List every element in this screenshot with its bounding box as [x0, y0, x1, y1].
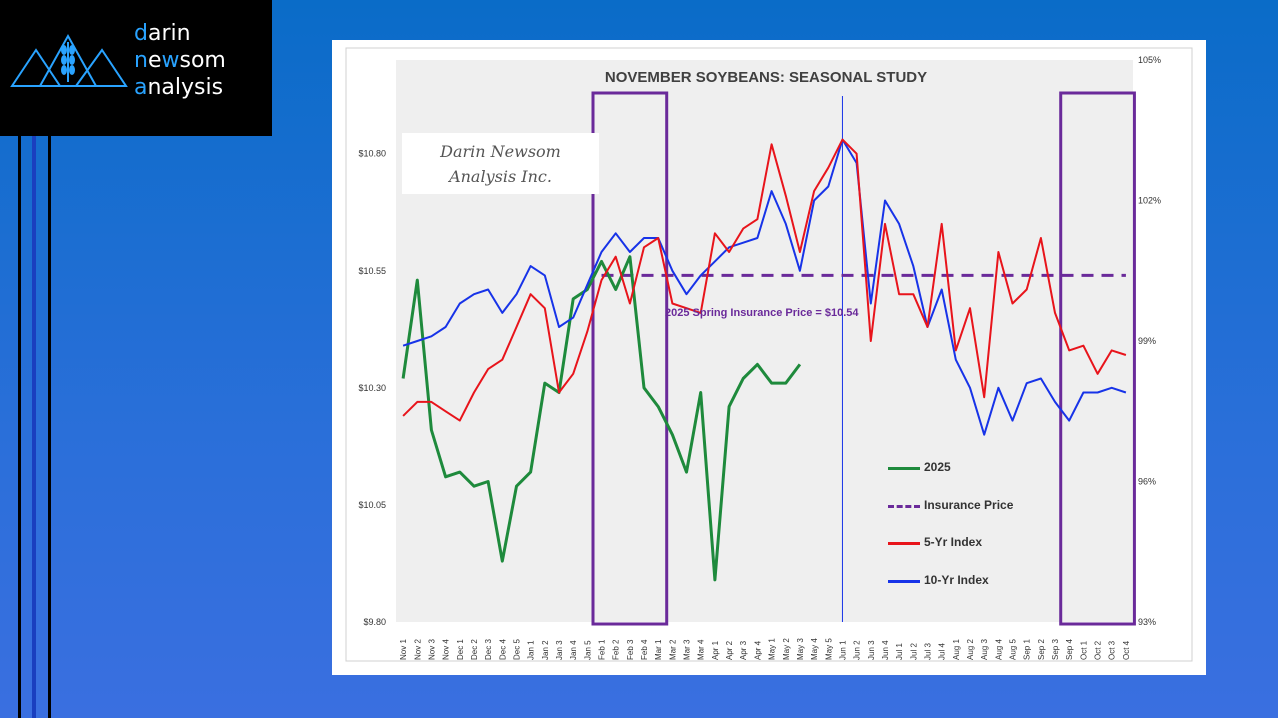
x-tick: Nov 2 — [413, 639, 422, 660]
x-tick: May 2 — [782, 638, 791, 660]
x-tick: Aug 4 — [994, 639, 1003, 660]
x-tick: Oct 3 — [1108, 640, 1117, 660]
x-tick: Feb 1 — [598, 639, 607, 660]
x-tick: Sep 4 — [1065, 639, 1074, 660]
x-tick: Dec 3 — [484, 639, 493, 660]
x-tick: Dec 4 — [498, 639, 507, 660]
x-tick: May 5 — [824, 638, 833, 660]
x-tick: Apr 3 — [739, 640, 748, 660]
chart-card: NOVEMBER SOYBEANS: SEASONAL STUDY $10.80… — [332, 40, 1206, 675]
logo: darin newsom analysis — [0, 0, 272, 136]
highlight-box — [1059, 91, 1136, 626]
x-tick: Jun 2 — [853, 640, 862, 660]
x-tick: Nov 3 — [427, 639, 436, 660]
series-line-10-yr-index — [402, 138, 1127, 436]
x-tick: Dec 5 — [512, 639, 521, 660]
x-tick: Aug 3 — [980, 639, 989, 660]
x-tick: Aug 1 — [952, 639, 961, 660]
x-tick: Jan 1 — [527, 640, 536, 660]
x-tick: Mar 4 — [697, 639, 706, 660]
x-tick: Dec 1 — [456, 639, 465, 660]
chart-title: NOVEMBER SOYBEANS: SEASONAL STUDY — [605, 69, 927, 86]
x-tick: Mar 2 — [668, 639, 677, 660]
series-line-5-yr-index — [402, 138, 1127, 422]
x-tick: Feb 3 — [626, 639, 635, 660]
x-tick: Aug 2 — [966, 639, 975, 660]
y-left-tick: $10.80 — [358, 149, 386, 159]
x-tick: Oct 4 — [1122, 640, 1131, 660]
x-tick: Apr 2 — [725, 640, 734, 660]
x-tick: Feb 4 — [640, 639, 649, 660]
series-line-2025 — [401, 255, 802, 582]
y-right-tick: 105% — [1138, 55, 1161, 65]
x-tick: Jan 4 — [569, 640, 578, 660]
y-right-tick: 102% — [1138, 196, 1161, 206]
x-tick: Jan 2 — [541, 640, 550, 660]
decor-bar — [32, 136, 36, 718]
x-tick: Feb 2 — [612, 639, 621, 660]
y-left-tick: $10.55 — [358, 266, 386, 276]
x-tick: Jan 5 — [583, 640, 592, 660]
x-tick: Nov 4 — [442, 639, 451, 660]
y-right-tick: 93% — [1138, 617, 1156, 627]
x-tick: Apr 4 — [753, 640, 762, 660]
x-tick: Mar 3 — [683, 639, 692, 660]
x-tick: May 3 — [796, 638, 805, 660]
y-left-tick: $10.30 — [358, 383, 386, 393]
x-tick: Dec 2 — [470, 639, 479, 660]
x-tick: Sep 1 — [1023, 639, 1032, 660]
x-tick: Oct 1 — [1079, 640, 1088, 660]
x-tick: Aug 5 — [1009, 639, 1018, 660]
x-tick: Oct 2 — [1094, 640, 1103, 660]
watermark: Darin Newsom Analysis Inc. — [402, 133, 599, 194]
x-tick: Apr 1 — [711, 640, 720, 660]
x-tick: Sep 2 — [1037, 639, 1046, 660]
logo-wordmark: darin newsom analysis — [134, 21, 226, 100]
x-tick: Jun 3 — [867, 640, 876, 660]
x-tick: Jun 4 — [881, 640, 890, 660]
x-tick: Jan 3 — [555, 640, 564, 660]
x-tick: Jul 2 — [909, 643, 918, 660]
decor-bar — [48, 136, 51, 718]
decor-bar — [18, 136, 21, 718]
x-tick: Jul 3 — [923, 643, 932, 660]
highlight-box — [591, 91, 669, 626]
insurance-annotation: 2025 Spring Insurance Price = $10.54 — [665, 307, 859, 319]
y-right-tick: 99% — [1138, 336, 1156, 346]
x-tick: Jul 4 — [938, 643, 947, 660]
x-tick: Jun 1 — [838, 640, 847, 660]
mountain-wheat-icon — [10, 33, 128, 87]
y-left-tick: $10.05 — [358, 500, 386, 510]
x-tick: Jul 1 — [895, 643, 904, 660]
x-tick: Nov 1 — [399, 639, 408, 660]
x-tick: May 1 — [768, 638, 777, 660]
x-tick: Sep 3 — [1051, 639, 1060, 660]
x-tick: Mar 1 — [654, 639, 663, 660]
y-left-tick: $9.80 — [363, 617, 386, 627]
x-tick: May 4 — [810, 638, 819, 660]
y-right-tick: 96% — [1138, 477, 1156, 487]
